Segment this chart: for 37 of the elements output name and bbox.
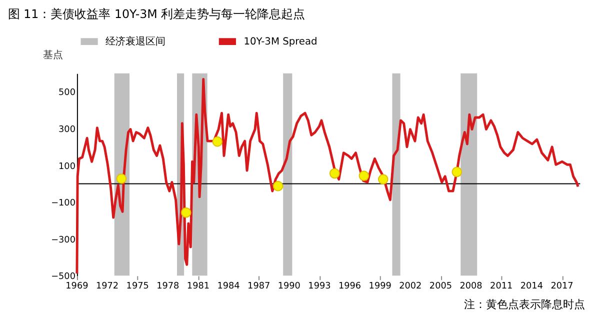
point [180, 207, 192, 218]
y-tick-label: 500 [58, 88, 76, 98]
legend-label: 经济衰退区间 [106, 36, 166, 48]
x-tick-label: 1999 [368, 281, 392, 292]
line-series [76, 78, 580, 275]
text: 注：黄色点表示降息时点 [464, 298, 586, 312]
x-tick-label: 1978 [156, 281, 180, 292]
x-tick-label: 2014 [520, 281, 544, 292]
y-tick-label: −300 [51, 235, 76, 246]
x-tick-label: 2005 [429, 281, 452, 292]
point [272, 180, 284, 192]
point [212, 136, 223, 147]
x-tick-label: 2011 [490, 281, 513, 292]
x-tick-label: 1981 [186, 281, 210, 292]
point [329, 168, 340, 179]
x-tick-label: 1987 [248, 281, 270, 292]
x-tick-label: 1969 [66, 281, 89, 292]
y-tick-label: −500 [51, 272, 76, 282]
x-tick-label: 2002 [399, 281, 422, 292]
chart-title: 图 11：美债收益率 10Y-3M 利差走势与每一轮降息起点 [8, 7, 306, 22]
point [378, 174, 388, 184]
x-tick-label: 1984 [217, 281, 240, 292]
x-tick-label: 1993 [308, 281, 331, 292]
x-tick-label: 1972 [96, 281, 119, 292]
y-tick-label: 100 [58, 162, 76, 172]
point [452, 166, 462, 178]
x-tick-label: 1990 [278, 281, 301, 292]
point [116, 174, 127, 184]
x-tick-label: 1975 [126, 281, 149, 292]
y-tick-label: −100 [51, 198, 76, 209]
x-tick-label: 2008 [460, 281, 483, 292]
x-tick-label: 2017 [550, 281, 574, 292]
point [358, 170, 370, 181]
y-tick-label: 300 [58, 125, 76, 136]
legend-label: 10Y-3M Spread [244, 36, 318, 48]
y-axis-title: 基点 [42, 49, 63, 62]
x-tick-label: 1996 [338, 281, 362, 292]
